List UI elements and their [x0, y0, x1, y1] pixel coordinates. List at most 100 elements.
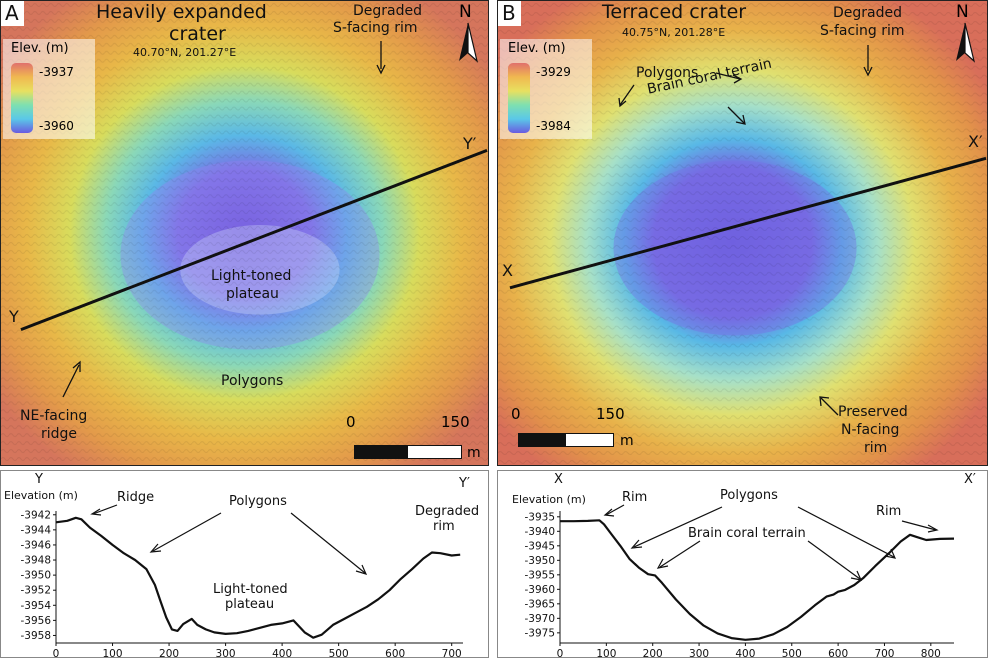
profile-a: -3942 -3944 -3946 -3948 -3950 -3952 -3954 -3956… — [0, 470, 489, 659]
profile-line-x — [509, 156, 987, 290]
profile-a-xtick-label-1: 100 — [103, 648, 123, 659]
legend-a-low: -3960 — [39, 119, 74, 133]
profile-b-ytick-label-6: -3965 — [524, 598, 555, 610]
arrows-polygons-b — [618, 72, 743, 108]
label-polygons-b: Polygons — [636, 65, 699, 81]
endpoint-y-prime-map: Y′ — [463, 134, 477, 153]
profile-b-ytick-label-0: -3935 — [524, 511, 555, 523]
panel-a-title-line1: Heavily expanded — [96, 1, 267, 23]
profile-b-xtick-label-4: 400 — [735, 648, 755, 659]
arrow-degraded-a — [376, 41, 386, 75]
profile-b-ytick-label-7: -3970 — [524, 613, 555, 625]
profile-b-arrows-polygons — [630, 506, 897, 559]
legend-a: Elev. (m) -3937 -3960 — [3, 39, 95, 139]
profile-a-ytick-label-6: -3954 — [20, 600, 51, 612]
profile-b-label-polygons: Polygons — [720, 488, 778, 503]
profile-b-label-rim-right: Rim — [876, 504, 902, 519]
panel-a-map: A Heavily expanded crater 40.70°N, 201.2… — [0, 0, 489, 466]
profile-a-arrow-ridge — [90, 504, 118, 516]
profile-a-end: Y′ — [459, 476, 470, 491]
profile-b-arrow-rim-right — [901, 520, 939, 533]
legend-a-title: Elev. (m) — [11, 41, 69, 56]
profile-a-label-degraded-1: Degraded — [415, 504, 480, 519]
legend-b-colorbar — [508, 63, 530, 133]
panel-letter-a: A — [1, 1, 24, 26]
profile-b-start: X — [554, 472, 563, 487]
profile-a-ylabel: Elevation (m) — [4, 489, 78, 502]
profile-a-xtick-label-3: 300 — [216, 648, 236, 659]
label-degraded-rim-a-1: Degraded — [353, 3, 423, 19]
scale-b-unit: m — [620, 433, 634, 449]
profile-a-label-plateau-1: Light-toned — [213, 582, 288, 597]
panel-b-coords: 40.75°N, 201.28°E — [622, 26, 726, 39]
profile-a-xtick-label-7: 700 — [442, 648, 462, 659]
label-preserved-b-1: Preserved — [838, 404, 908, 420]
arrow-degraded-b — [863, 45, 873, 77]
north-arrow-b: N — [952, 2, 978, 65]
legend-b-low: -3984 — [536, 119, 571, 133]
legend-b-high: -3929 — [536, 65, 571, 79]
profile-a-label-degraded-2: rim — [433, 519, 455, 534]
profile-a-label-plateau-2: plateau — [225, 597, 275, 612]
north-arrow-a: N — [455, 2, 481, 65]
profile-b-arrow-rim-left — [603, 504, 625, 517]
profile-a-ytick-label-2: -3946 — [20, 539, 51, 551]
profile-b-xtick-label-3: 300 — [689, 648, 709, 659]
scale-a-unit: m — [467, 445, 481, 461]
legend-b: Elev. (m) -3929 -3984 — [500, 39, 592, 139]
profile-a-ytick-label-1: -3944 — [20, 524, 51, 536]
profile-b: -3935 -3940 -3945 -3950 -3955 -3960 -3965 -3970… — [497, 470, 988, 659]
profile-b-xtick-label-5: 500 — [782, 648, 802, 659]
profile-b-ytick-label-3: -3950 — [524, 555, 555, 567]
profile-b-xtick-label-8: 800 — [921, 648, 941, 659]
profile-b-ytick-label-1: -3940 — [524, 526, 555, 538]
profile-a-xtick-label-4: 400 — [272, 648, 292, 659]
profile-a-ytick-label-0: -3942 — [20, 509, 51, 521]
profile-a-label-polygons: Polygons — [229, 494, 287, 509]
profile-b-xtick-label-1: 100 — [596, 648, 616, 659]
profile-b-ylabel: Elevation (m) — [512, 493, 586, 506]
endpoint-y-map: Y — [9, 307, 19, 326]
profile-b-ytick-label-5: -3960 — [524, 584, 555, 596]
label-preserved-b-3: rim — [864, 440, 888, 456]
label-degraded-rim-a-2: S-facing rim — [333, 20, 418, 36]
profile-a-series-0 — [55, 516, 461, 639]
profile-a-ytick-label-5: -3952 — [20, 585, 51, 597]
profile-a-xtick-label-0: 0 — [53, 648, 60, 659]
profile-b-label-rim-left: Rim — [622, 490, 648, 505]
profile-b-arrows-brain — [656, 540, 863, 581]
profile-b-xtick-label-0: 0 — [557, 648, 564, 659]
north-arrow-a-label: N — [459, 2, 472, 22]
label-polygons-a: Polygons — [221, 373, 284, 389]
profile-a-chart: -3942 -3944 -3946 -3948 -3950 -3952 -3954 -3956… — [20, 509, 463, 659]
profile-a-ytick-label-7: -3956 — [20, 615, 51, 627]
panel-b-map: B Terraced crater 40.75°N, 201.28°E Elev… — [497, 0, 988, 466]
scale-bar-b — [518, 433, 614, 447]
label-degraded-rim-b-1: Degraded — [833, 5, 903, 21]
profile-b-xtick-label-7: 700 — [874, 648, 894, 659]
label-preserved-b-2: N-facing — [841, 422, 900, 438]
panel-letter-b: B — [498, 1, 521, 26]
profile-a-start: Y — [35, 472, 43, 487]
profile-b-xtick-label-2: 200 — [643, 648, 663, 659]
north-arrow-b-label: N — [956, 2, 969, 22]
arrow-brain-b — [727, 106, 746, 125]
panel-a-title-line2: crater — [169, 23, 226, 45]
label-plateau-a-2: plateau — [226, 286, 279, 302]
profile-a-ytick-label-4: -3950 — [20, 570, 51, 582]
endpoint-x-prime-map: X′ — [968, 132, 983, 151]
profile-b-label-brain: Brain coral terrain — [688, 526, 806, 541]
label-ridge-a-1: NE-facing — [20, 408, 88, 424]
profile-b-series-0 — [560, 519, 955, 641]
profile-a-xtick-label-2: 200 — [159, 648, 179, 659]
scale-a-max: 150 — [441, 413, 470, 431]
north-arrow-icon — [956, 22, 976, 63]
north-arrow-icon — [459, 22, 479, 63]
scale-a-zero: 0 — [346, 413, 356, 431]
profile-b-ytick-label-4: -3955 — [524, 569, 555, 581]
profile-a-xtick-label-6: 600 — [385, 648, 405, 659]
label-plateau-a-1: Light-toned — [211, 268, 292, 284]
profile-a-arrows-polygons — [149, 512, 368, 575]
profile-b-ytick-label-8: -3975 — [524, 627, 555, 639]
scale-b-zero: 0 — [511, 405, 521, 423]
